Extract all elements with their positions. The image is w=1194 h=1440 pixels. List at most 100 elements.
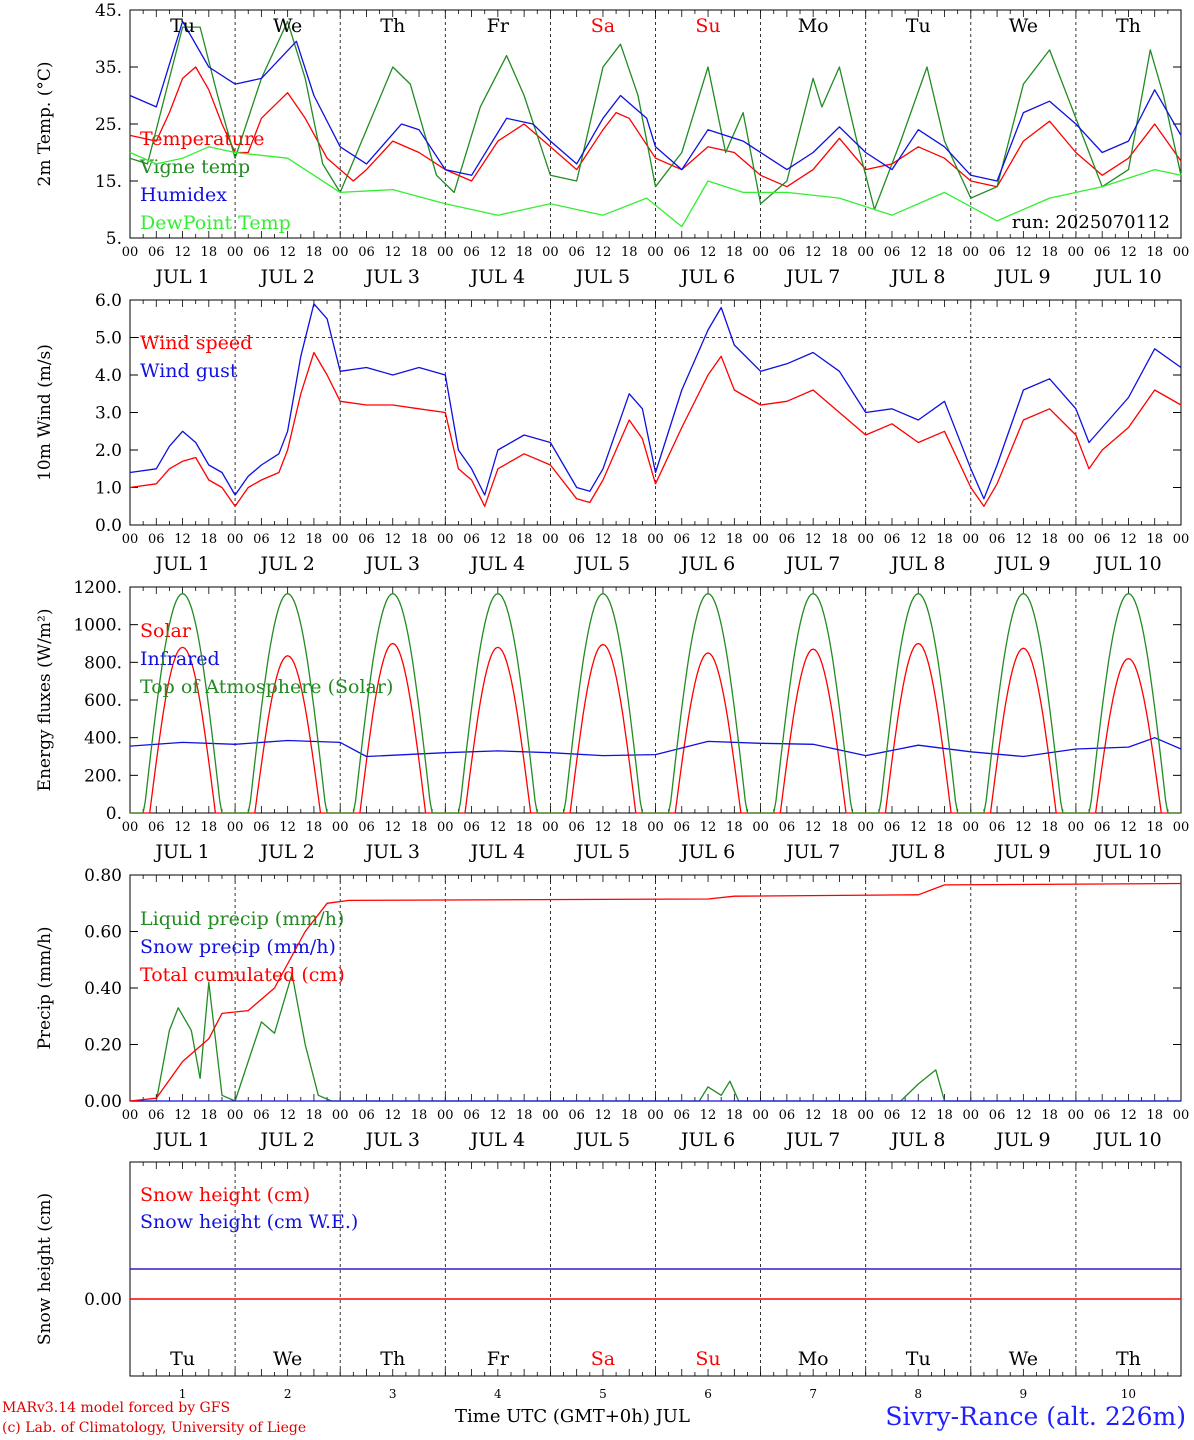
y-tick-label: 0.: [106, 804, 122, 824]
date-label: JUL 4: [469, 266, 525, 288]
hour-tick-label: 18: [516, 532, 533, 547]
hour-tick-label: 12: [595, 820, 612, 835]
date-label: JUL 2: [258, 553, 314, 575]
hour-tick-label: 00: [1173, 245, 1190, 260]
hour-tick-label: 06: [1094, 820, 1111, 835]
hour-tick-label: 18: [516, 1108, 533, 1123]
weekday-label: We: [273, 1348, 302, 1370]
hour-tick-label: 00: [437, 532, 454, 547]
date-label: JUL 8: [889, 266, 945, 288]
y-axis-label: 10m Wind (m/s): [35, 344, 55, 481]
y-tick-label: 800.: [84, 653, 122, 673]
date-label: JUL 8: [889, 553, 945, 575]
y-tick-label: 0.60: [84, 923, 122, 943]
hour-tick-label: 06: [779, 820, 796, 835]
legend-entry: Wind speed: [140, 332, 252, 354]
hour-tick-label: 18: [1041, 1108, 1058, 1123]
y-tick-label: 200.: [84, 766, 122, 786]
weekday-label: We: [1009, 15, 1038, 37]
hour-tick-label: 12: [174, 820, 191, 835]
y-tick-label: 1000.: [73, 616, 122, 636]
date-label: JUL 6: [679, 1129, 735, 1151]
hour-tick-label: 18: [411, 1108, 428, 1123]
y-tick-label: 6.0: [95, 291, 122, 311]
y-tick-label: 1200.: [73, 578, 122, 598]
hour-tick-label: 00: [227, 532, 244, 547]
date-label: JUL 10: [1093, 1129, 1161, 1151]
hour-tick-label: 06: [674, 1108, 691, 1123]
hour-tick-label: 12: [384, 245, 401, 260]
hour-tick-label: 00: [963, 1108, 980, 1123]
hour-tick-label: 18: [726, 1108, 743, 1123]
hour-tick-label: 06: [463, 820, 480, 835]
hour-tick-label: 00: [122, 1108, 139, 1123]
date-label: JUL 4: [469, 553, 525, 575]
hour-tick-label: 06: [148, 1108, 165, 1123]
hour-tick-label: 00: [227, 1108, 244, 1123]
y-tick-label: 2.0: [95, 441, 122, 461]
date-label: JUL 5: [574, 1129, 630, 1151]
hour-tick-label: 18: [201, 820, 218, 835]
date-label: JUL 9: [994, 841, 1050, 863]
date-label: JUL 7: [784, 553, 840, 575]
y-tick-label: 35.: [95, 58, 122, 78]
y-tick-label: 45.: [95, 1, 122, 21]
legend-entry: Liquid precip (mm/h): [140, 908, 344, 930]
hour-tick-label: 06: [989, 245, 1006, 260]
date-label: JUL 5: [574, 553, 630, 575]
hour-tick-label: 00: [647, 245, 664, 260]
date-label: JUL 4: [469, 1129, 525, 1151]
weekday-label: Th: [380, 15, 405, 37]
hour-tick-label: 12: [174, 532, 191, 547]
hour-tick-label: 00: [542, 820, 559, 835]
hour-tick-label: 12: [805, 1108, 822, 1123]
hour-tick-label: 18: [831, 1108, 848, 1123]
legend-entry: Infrared: [140, 648, 220, 670]
weekday-label: Su: [695, 1348, 720, 1370]
hour-tick-label: 18: [831, 532, 848, 547]
hour-tick-label: 06: [1094, 532, 1111, 547]
hour-tick-label: 00: [332, 245, 349, 260]
weekday-label: We: [1009, 1348, 1038, 1370]
hour-tick-label: 00: [227, 820, 244, 835]
date-label: JUL 10: [1093, 553, 1161, 575]
hour-tick-label: 06: [779, 532, 796, 547]
weekday-label: Sa: [591, 15, 615, 37]
hour-tick-label: 06: [148, 820, 165, 835]
hour-tick-label: 00: [752, 245, 769, 260]
hour-tick-label: 00: [437, 1108, 454, 1123]
hour-tick-label: 12: [595, 245, 612, 260]
y-tick-label: 400.: [84, 729, 122, 749]
series-line-humidex: [129, 20, 1182, 182]
hour-tick-label: 06: [253, 532, 270, 547]
weekday-label: We: [273, 15, 302, 37]
hour-tick-label: 00: [752, 820, 769, 835]
date-label: JUL 2: [258, 1129, 314, 1151]
hour-tick-label: 18: [411, 532, 428, 547]
date-label: JUL 1: [153, 266, 209, 288]
hour-tick-label: 18: [411, 245, 428, 260]
weekday-label: Th: [1116, 1348, 1141, 1370]
hour-tick-label: 18: [1146, 245, 1163, 260]
hour-tick-label: 00: [1068, 1108, 1085, 1123]
hour-tick-label: 00: [437, 820, 454, 835]
y-tick-label: 0.80: [84, 866, 122, 886]
day-number-label: 4: [494, 1387, 502, 1401]
hour-tick-label: 06: [674, 820, 691, 835]
hour-tick-label: 06: [568, 820, 585, 835]
hour-tick-label: 18: [621, 1108, 638, 1123]
hour-tick-label: 06: [674, 532, 691, 547]
hour-tick-label: 06: [358, 245, 375, 260]
date-label: JUL 1: [153, 841, 209, 863]
series-line-wind-speed: [129, 351, 1182, 507]
hour-tick-label: 12: [490, 532, 507, 547]
weekday-label: Fr: [487, 1348, 510, 1370]
date-label: JUL 9: [994, 1129, 1050, 1151]
date-label: JUL 6: [679, 841, 735, 863]
hour-tick-label: 06: [1094, 245, 1111, 260]
date-label: JUL 7: [784, 266, 840, 288]
y-axis-label: Precip (mm/h): [35, 926, 55, 1049]
hour-tick-label: 00: [857, 1108, 874, 1123]
hour-tick-label: 18: [201, 1108, 218, 1123]
hour-tick-label: 06: [463, 1108, 480, 1123]
